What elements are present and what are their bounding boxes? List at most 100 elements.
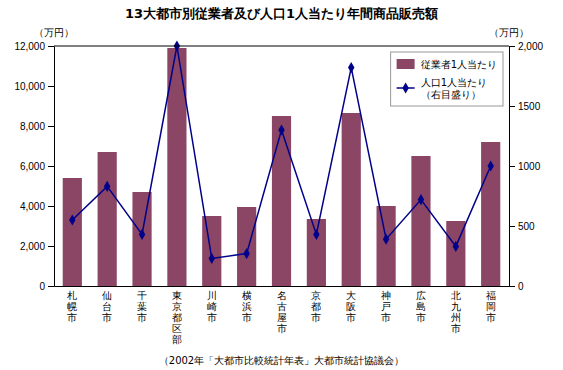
y-axis: 0 2,000 4,000 6,000 8,000 10,000 12,000 xyxy=(14,41,54,292)
tick-label: 12,000 xyxy=(14,41,45,52)
bar xyxy=(132,192,151,286)
marker xyxy=(243,248,249,259)
axis-line xyxy=(48,47,55,287)
marker xyxy=(209,253,215,264)
bar xyxy=(237,207,256,286)
tick-label: 2,000 xyxy=(518,41,543,52)
marker xyxy=(383,234,389,245)
bar xyxy=(202,216,221,286)
chart: 0 2,000 4,000 6,000 8,000 10,000 12,000 0 500 100… xyxy=(0,0,563,370)
marker xyxy=(487,160,493,171)
line xyxy=(72,46,490,258)
tick-label: 2,000 xyxy=(20,241,45,252)
tick: 4,000 xyxy=(20,201,54,212)
tick-label: 0 xyxy=(518,281,524,292)
tick: 500 xyxy=(509,221,535,232)
tick-label: 大阪市 xyxy=(346,290,356,323)
tick-mark xyxy=(509,166,515,167)
tick: 福岡市 xyxy=(486,290,496,323)
tick-label: 名古屋市 xyxy=(277,290,287,334)
tick: 京都市 xyxy=(311,290,321,323)
tick-mark xyxy=(48,286,54,287)
marker xyxy=(69,214,75,225)
marker xyxy=(104,181,110,192)
tick-label: 東京都区部 xyxy=(172,290,182,345)
bar xyxy=(272,116,291,286)
bar xyxy=(411,156,430,286)
tick: 10,000 xyxy=(14,81,54,92)
bar xyxy=(63,178,82,286)
legend-swatch xyxy=(397,59,415,69)
tick-mark xyxy=(48,206,54,207)
bar xyxy=(98,152,117,286)
legend-marker xyxy=(402,82,408,93)
tick: 6,000 xyxy=(20,161,54,172)
legend-box xyxy=(391,52,503,106)
legend-label: 従業者1人当たり xyxy=(421,59,497,70)
tick: 0 xyxy=(39,281,54,292)
tick-label: 福岡市 xyxy=(486,290,496,323)
x-axis: 札幌市 仙台市 千葉市 東京都区部 川崎市 横浜市 名古屋市 京都市 大阪市 神戸市 広島市 北九州市… xyxy=(55,287,510,346)
bar-series xyxy=(63,48,501,286)
tick: 1500 xyxy=(509,101,541,112)
tick: 12,000 xyxy=(14,41,54,52)
tick-label: 10,000 xyxy=(14,81,45,92)
y-axis-label: （万円） xyxy=(34,27,74,38)
tick: 2,000 xyxy=(20,241,54,252)
y2-axis-label: （万円） xyxy=(489,27,529,38)
tick-label: 広島市 xyxy=(416,290,426,323)
bar xyxy=(307,219,326,286)
tick: 東京都区部 xyxy=(172,290,182,345)
legend: 従業者1人当たり人口1人当たり（右目盛り） xyxy=(391,52,503,106)
tick-label: 仙台市 xyxy=(102,290,112,323)
tick-label: 北九州市 xyxy=(451,290,461,334)
tick: 大阪市 xyxy=(346,290,356,323)
y2-axis: 0 500 1000 1500 2,000 xyxy=(509,41,543,292)
marker xyxy=(278,124,284,135)
tick: 0 xyxy=(509,281,524,292)
tick-label: 500 xyxy=(518,221,535,232)
tick: 1000 xyxy=(509,161,541,172)
tick-label: 千葉市 xyxy=(137,290,147,323)
tick-label: 1500 xyxy=(518,101,541,112)
tick-label: 4,000 xyxy=(20,201,45,212)
tick-mark xyxy=(509,286,515,287)
marker xyxy=(313,229,319,240)
tick-label: 横浜市 xyxy=(242,290,252,323)
tick-mark xyxy=(509,226,515,227)
annotation: （2002年「大都市比較統計年表」大都市統計協議会） xyxy=(159,355,404,366)
tick-label: 8,000 xyxy=(20,121,45,132)
tick: 川崎市 xyxy=(207,290,217,323)
legend-item: 従業者1人当たり xyxy=(397,59,497,70)
frame xyxy=(54,46,509,47)
bar xyxy=(377,206,396,286)
tick-label: 川崎市 xyxy=(207,290,217,323)
tick-label: 札幌市 xyxy=(67,290,77,323)
tick-mark xyxy=(48,86,54,87)
tick-label: 京都市 xyxy=(311,290,321,323)
marker xyxy=(418,194,424,205)
tick-mark xyxy=(509,46,515,47)
marks xyxy=(63,40,501,286)
tick-mark xyxy=(48,126,54,127)
tick-mark xyxy=(509,106,515,107)
axis-line xyxy=(510,47,516,287)
title: 13大都市別従業者及び人口1人当たり年間商品販売額 xyxy=(125,6,438,21)
tick-label: 1000 xyxy=(518,161,541,172)
tick-label: 神戸市 xyxy=(381,290,391,323)
tick-label: 0 xyxy=(39,281,45,292)
tick: 広島市 xyxy=(416,290,426,323)
tick-mark xyxy=(48,246,54,247)
tick: 名古屋市 xyxy=(277,290,287,334)
plot: 0 2,000 4,000 6,000 8,000 10,000 12,000 0 500 100… xyxy=(14,40,543,345)
tick: 横浜市 xyxy=(242,290,252,323)
tick-mark xyxy=(48,166,54,167)
tick: 2,000 xyxy=(509,41,543,52)
legend-label: 人口1人当たり（右目盛り） xyxy=(421,77,487,100)
tick-label: 6,000 xyxy=(20,161,45,172)
marker xyxy=(139,229,145,240)
tick: 神戸市 xyxy=(381,290,391,323)
tick: 北九州市 xyxy=(451,290,461,334)
marker xyxy=(348,62,354,73)
tick: 千葉市 xyxy=(137,290,147,323)
